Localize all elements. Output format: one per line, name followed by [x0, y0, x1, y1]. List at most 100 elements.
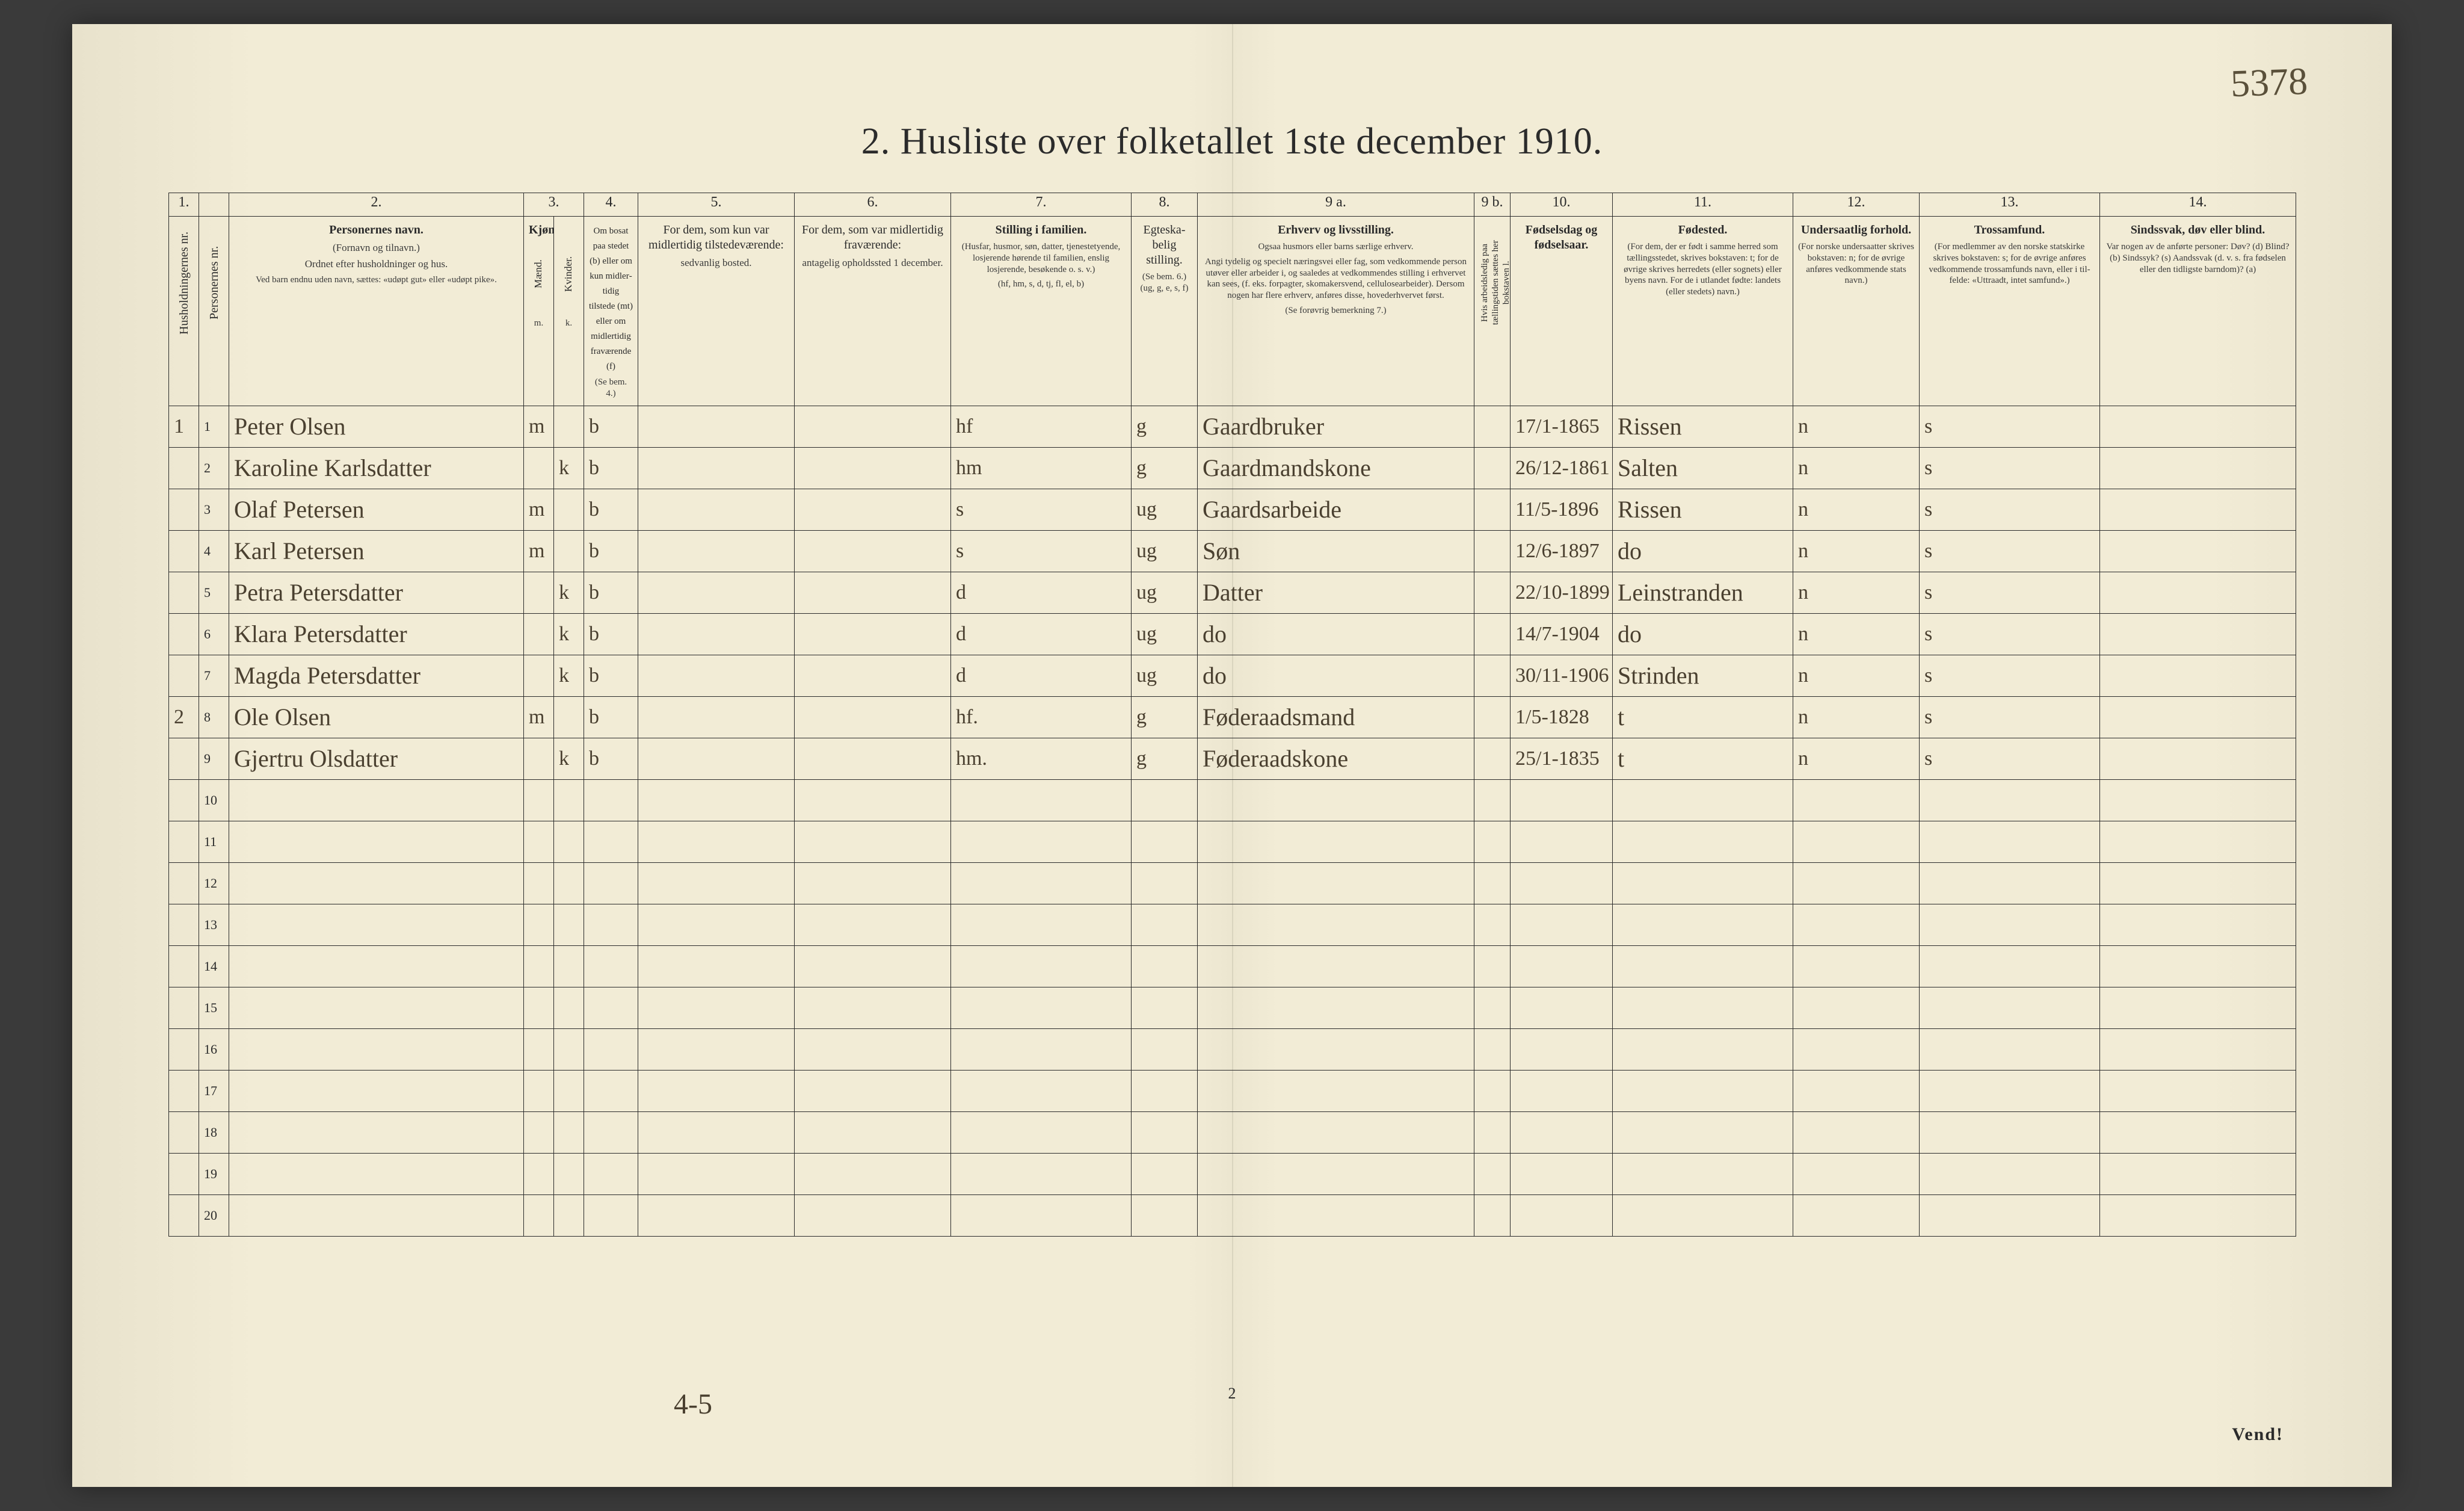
cell-person-no: 17 — [199, 1070, 229, 1111]
cell-birthplace-value: t — [1618, 745, 1624, 772]
cell-occupation: Gaardbruker — [1198, 406, 1474, 447]
cell-disability — [2100, 613, 2296, 655]
turn-page-label: Vend! — [2232, 1424, 2284, 1445]
cell-temp-absent — [795, 779, 951, 821]
cell-disability — [2100, 1194, 2296, 1236]
cell-birthplace: t — [1613, 738, 1793, 779]
cell-person-no-value: 6 — [204, 626, 211, 641]
cell-birthdate — [1511, 987, 1613, 1028]
cell-birthdate-value: 26/12-1861 — [1515, 457, 1610, 479]
cell-residence — [584, 862, 638, 904]
cell-sex-k — [554, 821, 584, 862]
cell-disability — [2100, 738, 2296, 779]
cell-unemployed — [1474, 572, 1511, 613]
hdr-name: Personernes navn. (Fornavn og tilnavn.) … — [229, 217, 524, 406]
cell-family-position — [951, 987, 1132, 1028]
cell-temp-absent — [795, 447, 951, 489]
colnum: 2. — [229, 193, 524, 217]
cell-birthdate — [1511, 862, 1613, 904]
table-row: 5Petra PetersdatterkbdugDatter22/10-1899… — [169, 572, 2296, 613]
cell-family-position — [951, 1194, 1132, 1236]
cell-occupation — [1198, 904, 1474, 945]
cell-occupation — [1198, 779, 1474, 821]
cell-sex-m — [524, 572, 554, 613]
cell-occupation-value: Gaardmandskone — [1203, 454, 1371, 481]
cell-sex-k: k — [554, 655, 584, 696]
cell-person-no-value: 5 — [204, 585, 211, 600]
cell-birthplace — [1613, 821, 1793, 862]
cell-household-no — [169, 862, 199, 904]
cell-residence-value: b — [589, 415, 599, 437]
table-row: 11 — [169, 821, 2296, 862]
cell-marital: g — [1132, 447, 1198, 489]
cell-marital-value: g — [1136, 706, 1147, 728]
census-table: 1. 2. 3. 4. 5. 6. 7. 8. 9 a. 9 b. 10. 11… — [168, 193, 2296, 1237]
cell-family-position-value: d — [956, 623, 966, 645]
cell-birthplace: do — [1613, 530, 1793, 572]
table-row: 15 — [169, 987, 2296, 1028]
cell-disability — [2100, 447, 2296, 489]
cell-nationality: n — [1793, 655, 1920, 696]
cell-residence — [584, 1028, 638, 1070]
cell-disability — [2100, 779, 2296, 821]
cell-family-position-value: hm. — [956, 747, 987, 770]
cell-person-no-value: 18 — [204, 1125, 217, 1140]
cell-name-value: Olaf Petersen — [234, 496, 365, 523]
cell-sex-k — [554, 904, 584, 945]
cell-person-no: 8 — [199, 696, 229, 738]
cell-household-no — [169, 779, 199, 821]
cell-religion — [1920, 1028, 2100, 1070]
cell-person-no-value: 9 — [204, 751, 211, 766]
cell-household-no — [169, 489, 199, 530]
cell-household-no — [169, 1028, 199, 1070]
cell-residence: b — [584, 406, 638, 447]
cell-temp-absent — [795, 1028, 951, 1070]
cell-sex-m — [524, 738, 554, 779]
table-row: 6Klara Petersdatterkbdugdo14/7-1904dons — [169, 613, 2296, 655]
cell-family-position — [951, 821, 1132, 862]
cell-disability — [2100, 655, 2296, 696]
hdr-sex-m: Kjøn. Mænd. m. — [524, 217, 554, 406]
cell-name-value: Petra Petersdatter — [234, 579, 403, 606]
hdr-sub: Ogsaa husmors eller barns særlige erhver… — [1203, 241, 1469, 253]
cell-temp-absent — [795, 738, 951, 779]
cell-disability — [2100, 1028, 2296, 1070]
cell-birthplace — [1613, 1153, 1793, 1194]
cell-religion — [1920, 1194, 2100, 1236]
cell-birthdate-value: 22/10-1899 — [1515, 581, 1610, 604]
cell-birthdate-value: 12/6-1897 — [1515, 540, 1600, 562]
cell-family-position — [951, 945, 1132, 987]
cell-birthplace: Leinstranden — [1613, 572, 1793, 613]
colnum: 9 a. — [1198, 193, 1474, 217]
cell-household-no — [169, 1111, 199, 1153]
cell-birthplace — [1613, 862, 1793, 904]
cell-person-no-value: 13 — [204, 917, 217, 932]
table-row: 2Karoline KarlsdatterkbhmgGaardmandskone… — [169, 447, 2296, 489]
cell-birthplace — [1613, 1111, 1793, 1153]
cell-name — [229, 779, 524, 821]
cell-name: Karl Petersen — [229, 530, 524, 572]
hdr-sub: (For norske under­saatter skrives boksta… — [1798, 241, 1914, 286]
cell-person-no: 15 — [199, 987, 229, 1028]
cell-marital-value: ug — [1136, 581, 1157, 604]
cell-marital-value: ug — [1136, 623, 1157, 645]
cell-occupation-value: Gaardbruker — [1203, 413, 1324, 440]
cell-occupation — [1198, 945, 1474, 987]
table-row: 10 — [169, 779, 2296, 821]
cell-temp-absent — [795, 821, 951, 862]
cell-person-no: 5 — [199, 572, 229, 613]
cell-occupation — [1198, 1111, 1474, 1153]
hdr-sub: (For medlemmer av den norske statskirke … — [1924, 241, 2095, 286]
cell-occupation-value: Søn — [1203, 537, 1240, 564]
cell-nationality — [1793, 1153, 1920, 1194]
cell-occupation-value: do — [1203, 620, 1227, 647]
cell-person-no-value: 20 — [204, 1208, 217, 1223]
cell-nationality-value: n — [1798, 540, 1808, 562]
cell-marital-value: ug — [1136, 498, 1157, 521]
cell-household-no: 1 — [169, 406, 199, 447]
cell-household-no — [169, 530, 199, 572]
hdr-residence: Om bosat paa stedet (b) eller om kun mid… — [584, 217, 638, 406]
table-row: 9Gjertru Olsdatterkbhm.gFøderaadskone25/… — [169, 738, 2296, 779]
cell-household-no — [169, 987, 199, 1028]
cell-residence — [584, 904, 638, 945]
